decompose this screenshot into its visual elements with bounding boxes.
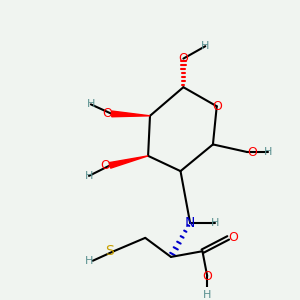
Text: H: H [264, 147, 272, 157]
Text: H: H [211, 218, 219, 228]
Text: O: O [247, 146, 257, 158]
Text: O: O [100, 159, 110, 172]
Text: O: O [228, 231, 238, 244]
Text: N: N [185, 216, 195, 230]
Text: H: H [201, 41, 209, 51]
Text: H: H [87, 99, 95, 110]
Text: O: O [102, 107, 112, 120]
Text: H: H [84, 256, 93, 266]
Polygon shape [112, 111, 150, 117]
Text: H: H [85, 171, 93, 181]
Text: S: S [105, 244, 114, 258]
Text: O: O [202, 269, 212, 283]
Text: O: O [178, 52, 188, 65]
Text: H: H [203, 290, 212, 300]
Polygon shape [109, 156, 148, 168]
Text: O: O [212, 100, 222, 113]
